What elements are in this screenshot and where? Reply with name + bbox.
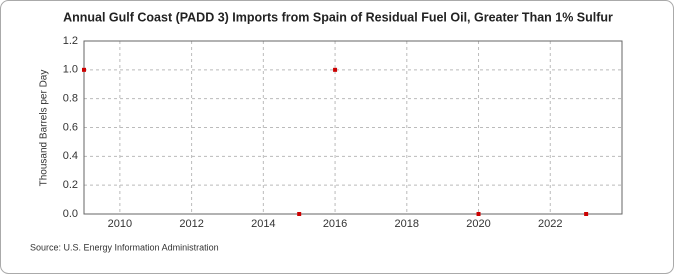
y-tick-label: 0.0	[63, 208, 78, 220]
source: Source: U.S. Energy Information Administ…	[30, 242, 219, 252]
x-tick-label: 2012	[179, 218, 203, 230]
x-tick-label: 2018	[395, 218, 419, 230]
x-tick-label: 2010	[108, 218, 132, 230]
chart-title: Annual Gulf Coast (PADD 3) Imports from …	[63, 10, 613, 24]
plot-border	[83, 40, 623, 215]
plot-area	[84, 41, 622, 214]
point	[584, 212, 589, 216]
point	[476, 212, 481, 216]
x-tick-label: 2014	[251, 218, 275, 230]
y-axis-label: Thousand Barrels per Day	[39, 70, 50, 187]
y-tick-label: 1.2	[63, 35, 78, 47]
point	[82, 67, 86, 72]
x-tick-label: 2022	[538, 218, 562, 230]
point	[297, 212, 302, 216]
y-tick-label: 0.4	[63, 150, 78, 162]
point	[333, 67, 338, 72]
x-tick-label: 2016	[323, 218, 347, 230]
y-tick-label: 1.0	[63, 64, 78, 76]
x-tick-label: 2020	[466, 218, 490, 230]
y-tick-label: 0.2	[63, 179, 78, 191]
y-tick-label: 0.8	[63, 93, 78, 105]
y-tick-label: 0.6	[63, 121, 78, 133]
